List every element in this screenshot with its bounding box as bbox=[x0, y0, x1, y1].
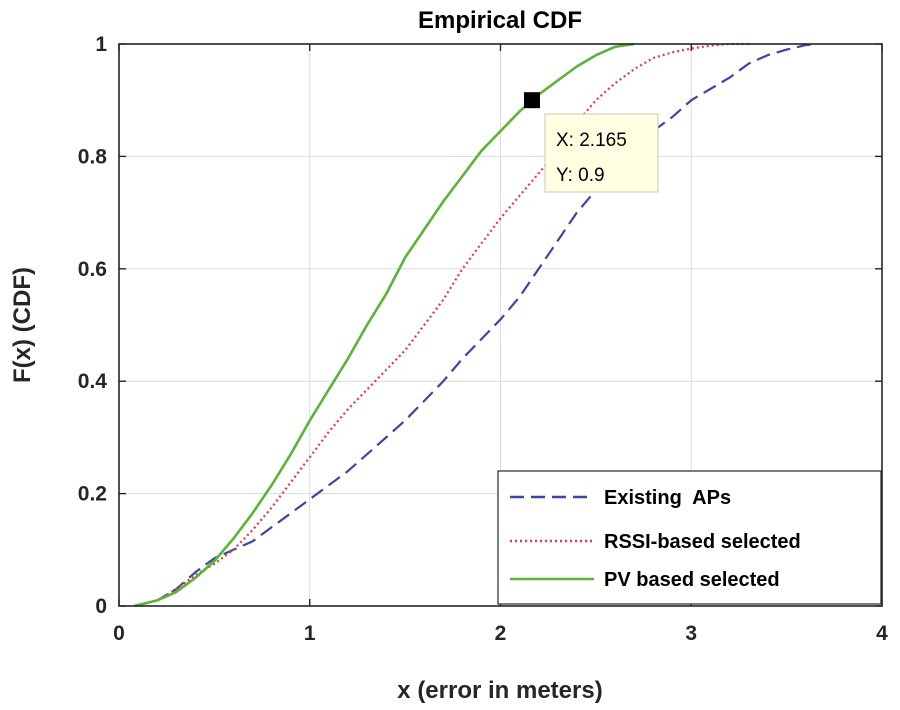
y-tick-label: 0.4 bbox=[78, 370, 108, 393]
series-line-existing-aps bbox=[134, 42, 816, 608]
x-tick-label: 0 bbox=[113, 622, 125, 645]
datatip[interactable]: X: 2.165 Y: 0.9 bbox=[523, 92, 659, 193]
y-tick-label: 0 bbox=[95, 595, 107, 618]
y-tick-label: 0.8 bbox=[78, 145, 108, 168]
axis-ticks: 0 1 2 3 4 0 0.2 0.4 0.6 0.8 1 bbox=[78, 33, 888, 645]
y-axis-title: F(x) (CDF) bbox=[9, 267, 36, 383]
x-tick-label: 1 bbox=[304, 622, 316, 645]
legend-box bbox=[497, 470, 882, 605]
y-tick-label: 1 bbox=[95, 33, 107, 56]
datatip-marker[interactable] bbox=[523, 92, 540, 109]
y-tick-label: 0.2 bbox=[78, 483, 107, 506]
legend-label-rssi-based: RSSI-based selected bbox=[604, 531, 801, 553]
datatip-y-label: Y: 0.9 bbox=[556, 165, 605, 186]
x-tick-label: 4 bbox=[876, 622, 888, 645]
y-tick-label: 0.6 bbox=[78, 258, 107, 281]
x-tick-label: 2 bbox=[495, 622, 507, 645]
datatip-x-label: X: 2.165 bbox=[556, 130, 627, 151]
chart-title: Empirical CDF bbox=[418, 7, 582, 34]
legend-label-pv-based: PV based selected bbox=[604, 569, 780, 591]
legend: Existing APs RSSI-based selected PV base… bbox=[497, 470, 882, 605]
series-line-pv-based bbox=[133, 42, 635, 608]
x-axis-title: x (error in meters) bbox=[397, 677, 602, 704]
datatip-box bbox=[544, 113, 659, 193]
x-tick-label: 3 bbox=[685, 622, 697, 645]
legend-label-existing-aps: Existing APs bbox=[604, 487, 731, 509]
series-lines bbox=[133, 42, 816, 608]
